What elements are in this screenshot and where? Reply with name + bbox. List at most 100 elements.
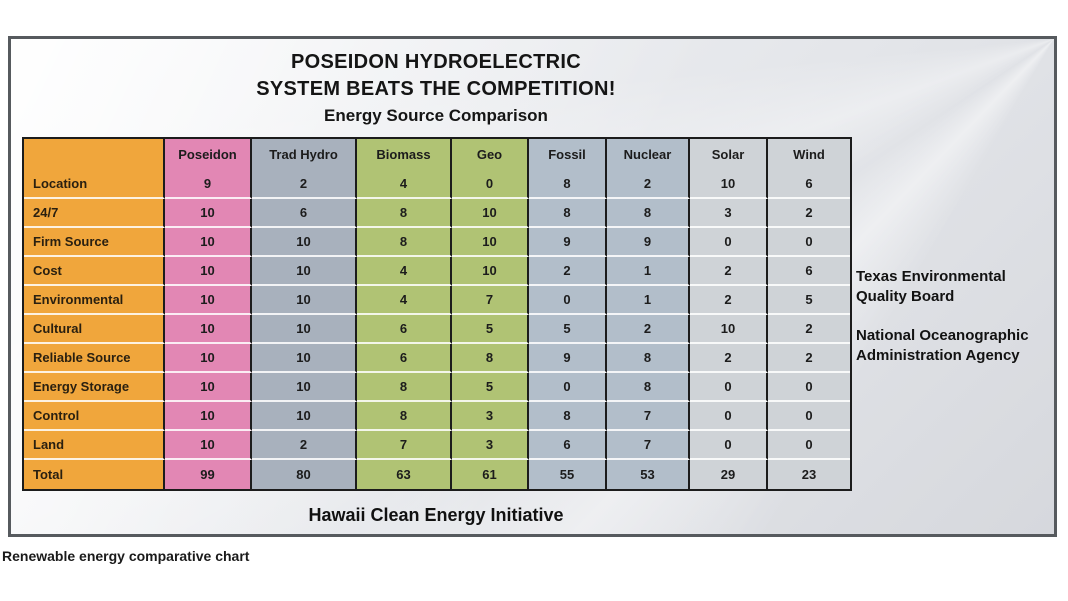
value-cell: 8 [357,373,452,402]
value-cell: 6 [357,344,452,373]
value-cell: 10 [252,228,357,257]
value-cell: 8 [607,199,690,228]
slide-footer: Hawaii Clean Energy Initiative [308,505,564,525]
slide-title-line-1: POSEIDON HYDROELECTRIC [291,51,581,73]
value-cell: 6 [529,431,607,460]
value-cell: 10 [165,373,252,402]
value-cell: 2 [529,257,607,286]
value-cell: 6 [357,315,452,344]
value-cell: 2 [252,170,357,199]
row-label: Cost [24,257,165,286]
value-cell: 10 [690,170,768,199]
value-cell: 7 [607,402,690,431]
table-body: Location 9 2 4 0 8 2 10 6 24/7 10 6 8 10 8 8 3 2 Firm Sour… [24,170,850,489]
row-label: 24/7 [24,199,165,228]
value-cell: 8 [529,170,607,199]
slide-frame: POSEIDON HYDROELECTRIC SYSTEM BEATS THE … [8,36,1057,537]
value-cell: 10 [165,257,252,286]
value-cell: 2 [690,286,768,315]
value-cell: 6 [768,257,850,286]
table-row: 24/7 10 6 8 10 8 8 3 2 [24,199,850,228]
slide-title-block: POSEIDON HYDROELECTRIC SYSTEM BEATS THE … [22,49,850,129]
value-cell: 10 [252,257,357,286]
table-row: Land 10 2 7 3 6 7 0 0 [24,431,850,460]
value-cell: 2 [768,315,850,344]
table-row: Energy Storage 10 10 8 5 0 8 0 0 [24,373,850,402]
value-cell: 8 [357,402,452,431]
value-cell: 8 [607,373,690,402]
value-cell: 2 [607,315,690,344]
value-cell: 10 [452,257,529,286]
value-cell: 9 [529,228,607,257]
value-cell: 2 [768,199,850,228]
row-label: Environmental [24,286,165,315]
value-cell: 10 [165,402,252,431]
table-row: Cost 10 10 4 10 2 1 2 6 [24,257,850,286]
column-header-trad_hydro: Trad Hydro [252,139,357,170]
table-row: Control 10 10 8 3 8 7 0 0 [24,402,850,431]
column-header-geo: Geo [452,139,529,170]
comparison-table: Poseidon Trad Hydro Biomass Geo Fossil Nuclea… [22,137,852,491]
table-row: Location 9 2 4 0 8 2 10 6 [24,170,850,199]
value-cell: 10 [252,373,357,402]
value-cell: 10 [252,315,357,344]
value-cell: 5 [768,286,850,315]
value-cell: 3 [452,402,529,431]
value-cell: 4 [357,170,452,199]
value-cell: 8 [357,199,452,228]
value-cell: 10 [252,344,357,373]
row-label: Total [24,460,165,489]
table-row: Total 99 80 63 61 55 53 29 23 [24,460,850,489]
value-cell: 10 [252,402,357,431]
value-cell: 0 [690,431,768,460]
side-note-noaa: National Oceanographic Administration Ag… [856,327,1029,364]
value-cell: 3 [452,431,529,460]
row-label: Reliable Source [24,344,165,373]
row-label: Firm Source [24,228,165,257]
value-cell: 8 [529,199,607,228]
value-cell: 10 [165,228,252,257]
value-cell: 55 [529,460,607,489]
slide-title-line-2: SYSTEM BEATS THE COMPETITION! [256,78,616,100]
value-cell: 5 [452,373,529,402]
value-cell: 5 [529,315,607,344]
value-cell: 0 [768,402,850,431]
column-header-solar: Solar [690,139,768,170]
value-cell: 10 [165,315,252,344]
value-cell: 9 [529,344,607,373]
value-cell: 0 [529,286,607,315]
value-cell: 7 [452,286,529,315]
header-row: Poseidon Trad Hydro Biomass Geo Fossil Nuclea… [24,139,850,170]
table-row: Cultural 10 10 6 5 5 2 10 2 [24,315,850,344]
value-cell: 7 [607,431,690,460]
value-cell: 2 [607,170,690,199]
value-cell: 6 [252,199,357,228]
row-label: Land [24,431,165,460]
column-header-wind: Wind [768,139,850,170]
table-row: Reliable Source 10 10 6 8 9 8 2 2 [24,344,850,373]
row-label: Location [24,170,165,199]
value-cell: 10 [690,315,768,344]
value-cell: 0 [690,402,768,431]
value-cell: 8 [607,344,690,373]
value-cell: 10 [452,199,529,228]
value-cell: 10 [165,286,252,315]
value-cell: 9 [607,228,690,257]
value-cell: 6 [768,170,850,199]
row-label: Energy Storage [24,373,165,402]
value-cell: 63 [357,460,452,489]
row-label: Control [24,402,165,431]
value-cell: 2 [690,344,768,373]
value-cell: 3 [690,199,768,228]
column-header-nuclear: Nuclear [607,139,690,170]
value-cell: 2 [690,257,768,286]
value-cell: 10 [452,228,529,257]
value-cell: 10 [165,344,252,373]
value-cell: 8 [529,402,607,431]
value-cell: 8 [357,228,452,257]
column-header-fossil: Fossil [529,139,607,170]
value-cell: 0 [452,170,529,199]
value-cell: 2 [768,344,850,373]
value-cell: 0 [768,373,850,402]
image-caption: Renewable energy comparative chart [2,548,250,564]
